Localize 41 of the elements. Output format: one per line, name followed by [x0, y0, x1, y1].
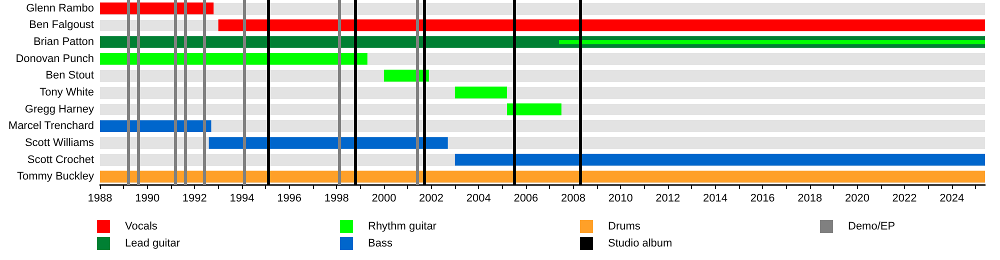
legend-label: Bass	[368, 238, 393, 250]
bar	[208, 137, 448, 149]
bar	[507, 103, 562, 116]
x-tick-label: 1994	[230, 192, 254, 204]
legend-label: Vocals	[125, 220, 158, 232]
legend-label: Lead guitar	[125, 238, 180, 250]
y-tick-label: Scott Crochet	[27, 154, 94, 166]
y-tick-label: Marcel Trenchard	[8, 120, 94, 132]
y-tick-label: Tony White	[40, 86, 94, 98]
legend-label: Rhythm guitar	[368, 220, 437, 232]
legend-label: Drums	[608, 220, 641, 232]
legend-label: Studio album	[608, 238, 672, 250]
bar	[454, 86, 508, 98]
y-tick-label: Scott Williams	[24, 136, 94, 149]
x-tick-label: 2022	[892, 192, 917, 204]
x-tick-label: 2024	[940, 192, 964, 204]
x-tick-label: 1992	[182, 192, 207, 204]
x-tick-label: 2000	[372, 192, 396, 204]
y-tick-label: Ben Falgoust	[29, 19, 94, 32]
x-tick-label: 2006	[514, 192, 538, 204]
y-tick-label: Donovan Punch	[16, 52, 94, 65]
x-tick-label: 1990	[135, 192, 160, 204]
legend-label: Demo/EP	[848, 220, 896, 232]
x-tick-label: 2012	[656, 192, 680, 204]
y-tick-label: Gregg Harney	[24, 103, 94, 116]
x-tick-label: 1996	[277, 192, 302, 204]
x-tick-label: 2016	[750, 192, 775, 204]
x-tick-label: 1998	[324, 192, 349, 204]
x-tick-label: 2004	[466, 192, 491, 204]
x-tick-label: 2008	[561, 192, 586, 204]
x-tick-label: 2018	[798, 192, 822, 204]
bar	[100, 52, 368, 65]
y-tick-label: Brian Patton	[33, 36, 94, 48]
x-tick-label: 2014	[703, 192, 728, 204]
x-tick-label: 2010	[608, 192, 633, 204]
y-tick-label: Glenn Rambo	[26, 2, 94, 14]
x-tick-label: 2020	[844, 192, 870, 204]
x-tick-label: 1988	[88, 192, 112, 204]
y-tick-label: Tommy Buckley	[16, 170, 94, 183]
x-tick-label: 2002	[419, 192, 444, 204]
y-tick-label: Ben Stout	[46, 70, 94, 82]
